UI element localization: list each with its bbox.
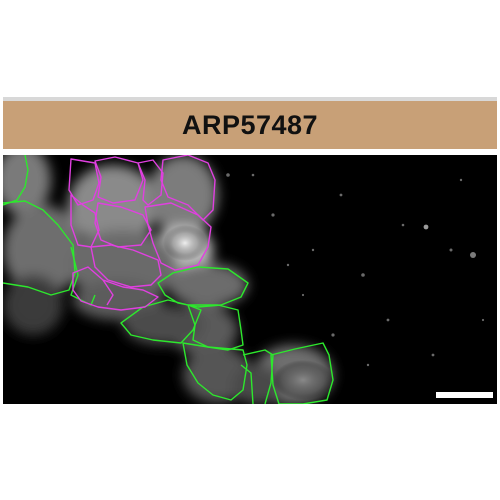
background-puncta: [226, 173, 484, 366]
figure-title: ARP57487: [182, 110, 318, 141]
scale-bar: [436, 392, 493, 398]
title-bar: ARP57487: [3, 97, 497, 149]
bright-signal-spot: [163, 225, 207, 261]
signal-spot: [273, 360, 333, 400]
micrograph-image: [3, 155, 497, 404]
fluorescence-micrograph: [3, 155, 497, 404]
